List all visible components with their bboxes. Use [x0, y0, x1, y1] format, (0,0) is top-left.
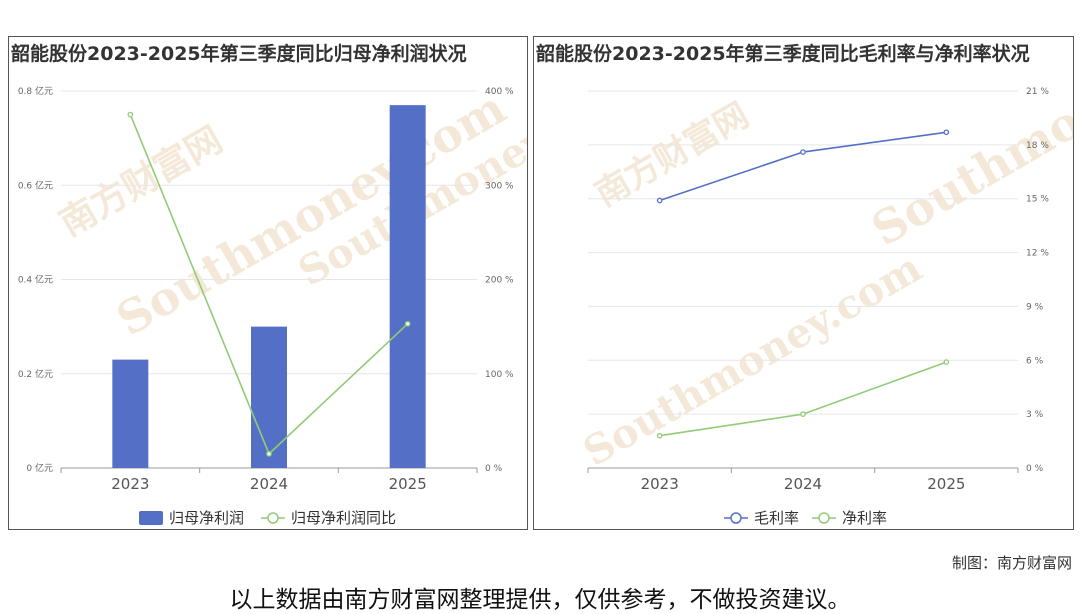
- x-tick-label: 2025: [927, 475, 965, 493]
- y-left-tick-label: 0.8 亿元: [18, 85, 53, 97]
- line-point: [800, 411, 806, 417]
- x-tick-label: 2023: [111, 475, 149, 493]
- y-left-tick-label: 0 亿元: [26, 462, 53, 474]
- line-point: [127, 111, 134, 118]
- legend-label: 净利率: [842, 509, 887, 527]
- y-tick-label: 12 %: [1026, 249, 1049, 259]
- legend-swatch: [267, 512, 279, 524]
- y-tick-label: 6 %: [1026, 356, 1044, 366]
- line-point: [800, 149, 806, 155]
- y-right-tick-label: 300 %: [485, 181, 514, 191]
- chart-title: 韶能股份2023-2025年第三季度同比归母净利润状况: [11, 43, 467, 65]
- chart-credit: 制图：南方财富网: [951, 554, 1072, 572]
- line-point: [266, 451, 272, 457]
- legend-swatch: [139, 511, 163, 525]
- legend-label: 归母净利润: [169, 509, 244, 527]
- chart-title: 韶能股份2023-2025年第三季度同比毛利率与净利率状况: [536, 43, 1030, 65]
- legend-swatch: [730, 512, 742, 524]
- chart-panel-net-profit: 韶能股份2023-2025年第三季度同比归母净利润状况 Southmoney.c…: [8, 36, 528, 530]
- y-right-tick-label: 200 %: [485, 276, 514, 286]
- y-right-tick-label: 0 %: [485, 464, 503, 474]
- bar: [389, 105, 426, 468]
- y-tick-label: 0 %: [1026, 464, 1044, 474]
- y-left-tick-label: 0.4 亿元: [18, 274, 53, 286]
- x-tick-label: 2024: [784, 475, 822, 493]
- chart-panel-margin: 韶能股份2023-2025年第三季度同比毛利率与净利率状况 Southmoney…: [533, 36, 1074, 530]
- line-point: [404, 320, 411, 327]
- legend-label: 归母净利润同比: [291, 509, 396, 527]
- legend-swatch: [818, 512, 830, 524]
- y-left-tick-label: 0.6 亿元: [18, 179, 53, 191]
- y-tick-label: 18 %: [1026, 141, 1049, 151]
- y-tick-label: 15 %: [1026, 195, 1049, 205]
- disclaimer: 以上数据由南方财富网整理提供，仅供参考，不做投资建议。: [229, 587, 851, 613]
- watermark: 南方财富网: [53, 118, 230, 244]
- y-tick-label: 3 %: [1026, 410, 1044, 420]
- line-point: [943, 359, 950, 365]
- y-right-tick-label: 400 %: [485, 87, 514, 97]
- y-right-tick-label: 100 %: [485, 370, 514, 380]
- line-point: [656, 432, 663, 439]
- y-tick-label: 9 %: [1026, 302, 1044, 312]
- line-point: [943, 129, 950, 136]
- bar: [112, 359, 149, 468]
- x-tick-label: 2024: [250, 475, 288, 493]
- y-left-tick-label: 0.2 亿元: [18, 368, 53, 380]
- x-tick-label: 2023: [641, 475, 679, 493]
- x-tick-label: 2025: [389, 475, 427, 493]
- watermark-text: 南方财富网: [53, 118, 230, 244]
- line-point: [656, 197, 663, 204]
- y-tick-label: 21 %: [1026, 87, 1049, 97]
- bar: [251, 326, 287, 468]
- legend-label: 毛利率: [754, 509, 799, 527]
